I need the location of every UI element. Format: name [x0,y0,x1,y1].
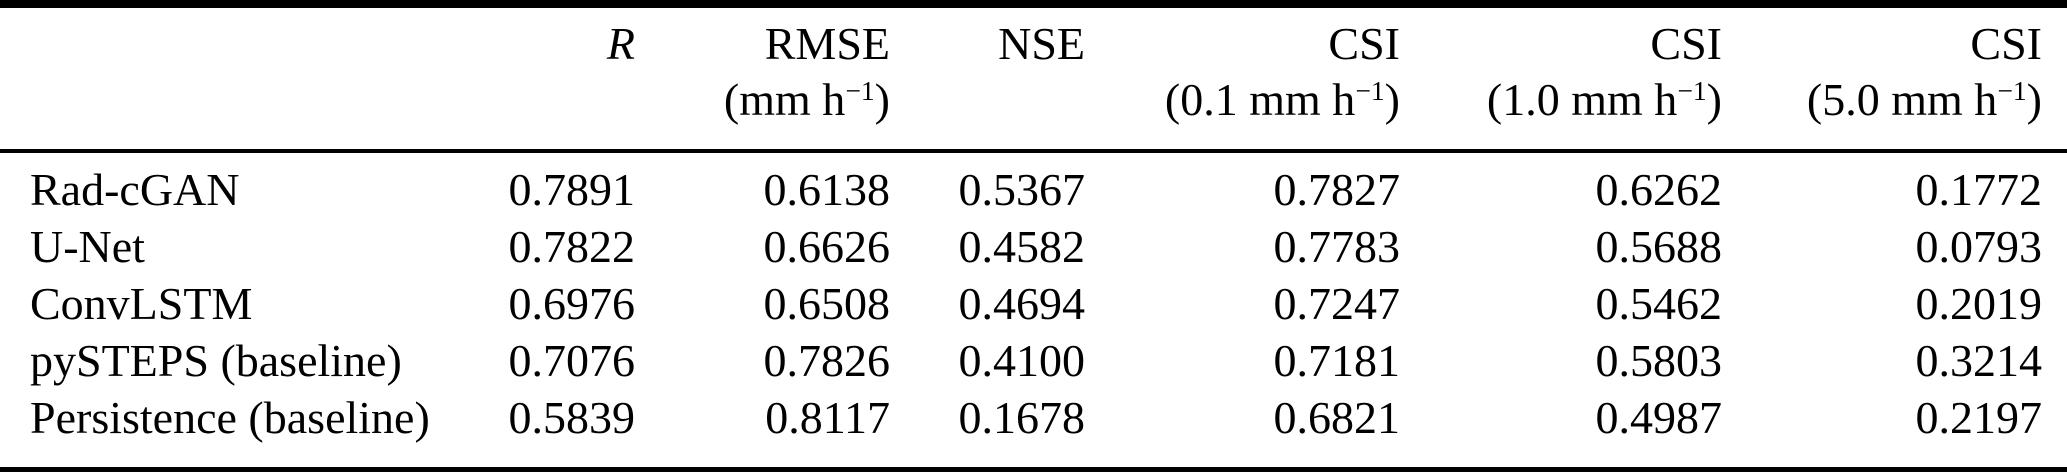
metric-value-csi-10: 0.6262 [1595,164,1723,215]
unit-prefix: (5.0 mm h [1806,74,1998,125]
metric-value-rmse: 0.7826 [763,335,891,386]
metric-value-r: 0.5839 [508,392,636,443]
metric-value-csi-01: 0.6821 [1273,392,1401,443]
column-unit: (5.0 mm h−1) [1722,72,2042,128]
column-header-rmse: RMSE (mm h−1) [635,16,890,128]
unit-suffix: ) [874,74,890,125]
table-header: R RMSE (mm h−1) NSE CSI (0.1 mm h−1) CSI… [0,8,2067,149]
unit-superscript: −1 [845,74,875,106]
metric-value-r: 0.7076 [508,335,636,386]
metric-value-nse: 0.4582 [958,221,1086,272]
metric-value-rmse: 0.8117 [765,392,890,443]
model-name: Rad-cGAN [30,164,240,215]
column-label: CSI [1328,18,1400,69]
unit-superscript: −1 [1355,74,1385,106]
unit-superscript: −1 [1677,74,1707,106]
metric-value-rmse: 0.6508 [763,278,891,329]
metric-value-csi-50: 0.2197 [1915,392,2043,443]
metric-value-csi-01: 0.7783 [1273,221,1401,272]
metric-value-csi-50: 0.1772 [1915,164,2043,215]
unit-suffix: ) [2026,74,2042,125]
column-unit: (0.1 mm h−1) [1085,72,1400,128]
column-header-csi-01: CSI (0.1 mm h−1) [1085,16,1400,128]
metric-value-nse: 0.4100 [958,335,1086,386]
column-header-r: R [460,16,635,128]
metric-value-r: 0.7891 [508,164,636,215]
column-header-csi-10: CSI (1.0 mm h−1) [1400,16,1722,128]
model-name: pySTEPS (baseline) [30,335,402,386]
column-header-csi-50: CSI (5.0 mm h−1) [1722,16,2042,128]
unit-prefix: (0.1 mm h [1164,74,1356,125]
column-label: CSI [1650,18,1722,69]
table-row-persistence: Persistence (baseline) 0.5839 0.8117 0.1… [0,389,2042,446]
metric-value-csi-01: 0.7247 [1273,278,1401,329]
table-row-convlstm: ConvLSTM 0.6976 0.6508 0.4694 0.7247 0.5… [0,275,2042,332]
metric-value-csi-10: 0.5462 [1595,278,1723,329]
model-name: ConvLSTM [30,278,253,329]
table-rule-bottom [0,467,2067,472]
unit-suffix: ) [1384,74,1400,125]
column-label: R [606,18,635,69]
metric-value-csi-10: 0.5803 [1595,335,1723,386]
metric-value-r: 0.7822 [508,221,636,272]
metric-value-csi-50: 0.2019 [1915,278,2043,329]
unit-suffix: ) [1706,74,1722,125]
column-label: NSE [998,18,1085,69]
metric-value-nse: 0.4694 [958,278,1086,329]
metric-value-csi-10: 0.4987 [1595,392,1723,443]
unit-superscript: −1 [1997,74,2027,106]
column-unit: (mm h−1) [635,72,890,128]
metric-value-nse: 0.5367 [958,164,1086,215]
table-rule-top [0,0,2067,8]
metric-value-csi-01: 0.7827 [1273,164,1401,215]
column-header-nse: NSE [890,16,1085,128]
column-label: CSI [1970,18,2042,69]
metric-value-rmse: 0.6138 [763,164,891,215]
table-row-rad-cgan: Rad-cGAN 0.7891 0.6138 0.5367 0.7827 0.6… [0,161,2042,218]
column-header-model [0,16,460,128]
model-name: Persistence (baseline) [30,392,430,443]
metric-value-csi-50: 0.3214 [1915,335,2043,386]
metric-value-csi-50: 0.0793 [1915,221,2043,272]
column-unit: (1.0 mm h−1) [1400,72,1722,128]
column-label: RMSE [764,18,890,69]
table-body: Rad-cGAN 0.7891 0.6138 0.5367 0.7827 0.6… [0,153,2067,467]
table-row-u-net: U-Net 0.7822 0.6626 0.4582 0.7783 0.5688… [0,218,2042,275]
header-row: R RMSE (mm h−1) NSE CSI (0.1 mm h−1) CSI… [0,16,2042,128]
metric-value-csi-01: 0.7181 [1273,335,1401,386]
unit-prefix: (1.0 mm h [1486,74,1678,125]
metric-value-rmse: 0.6626 [763,221,891,272]
model-name: U-Net [30,221,145,272]
metric-value-csi-10: 0.5688 [1595,221,1723,272]
table-row-pysteps: pySTEPS (baseline) 0.7076 0.7826 0.4100 … [0,332,2042,389]
metric-value-nse: 0.1678 [958,392,1086,443]
table-rule-header-separator [0,149,2067,153]
metric-value-r: 0.6976 [508,278,636,329]
unit-prefix: (mm h [723,74,846,125]
